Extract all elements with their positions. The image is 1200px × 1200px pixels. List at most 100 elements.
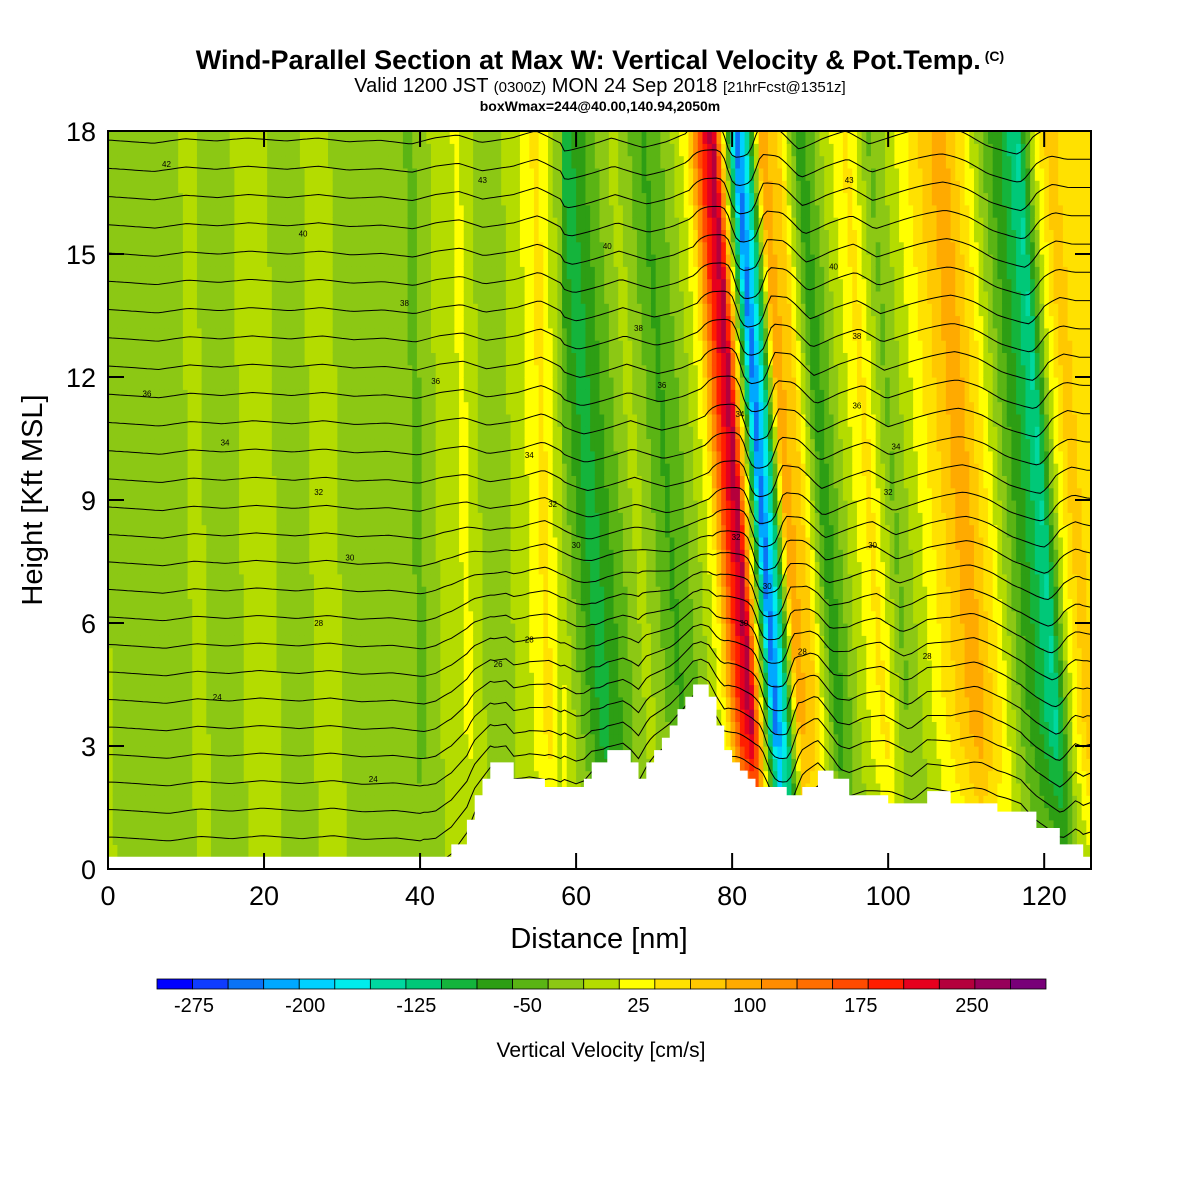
velocity-cell [323,635,329,649]
velocity-cell [445,819,451,833]
velocity-cell [313,524,320,538]
velocity-cell [370,377,376,390]
velocity-cell [430,229,437,243]
velocity-cell [342,635,348,649]
velocity-cell [482,426,488,440]
velocity-cell [351,770,357,784]
velocity-cell [374,782,381,796]
velocity-cell [182,475,189,489]
velocity-cell [136,463,142,476]
velocity-cell [388,278,395,292]
velocity-cell [304,733,310,747]
velocity-cell [309,463,315,476]
velocity-cell [220,426,226,440]
velocity-cell [459,290,465,304]
velocity-cell [117,241,123,255]
velocity-cell [145,536,151,550]
velocity-cell [262,303,268,317]
velocity-cell [145,549,151,563]
velocity-cell [276,241,282,255]
velocity-cell [356,819,362,833]
velocity-cell [262,586,268,599]
velocity-cell [257,610,264,624]
velocity-cell [299,278,306,292]
velocity-cell [402,155,409,169]
velocity-cell [168,167,175,181]
velocity-cell [150,450,156,464]
velocity-cell [239,586,245,599]
velocity-cell [281,487,287,501]
velocity-cell [154,463,161,476]
velocity-cell [356,463,362,476]
velocity-cell [374,500,381,513]
velocity-cell [388,167,395,181]
velocity-cell [407,672,413,686]
velocity-cell [416,290,423,304]
velocity-cell [318,500,324,513]
velocity-cell [122,303,128,317]
velocity-cell [201,573,207,587]
velocity-cell [332,721,338,735]
velocity-cell [295,413,301,427]
velocity-cell [388,327,395,341]
velocity-cell [487,229,493,243]
velocity-cell [473,647,479,661]
velocity-cell [337,746,343,759]
velocity-cell [370,819,376,833]
velocity-cell [168,561,175,575]
velocity-cell [253,807,259,821]
velocity-cell [178,672,184,686]
velocity-cell [108,389,114,403]
velocity-cell [131,586,137,599]
velocity-cell [206,364,212,378]
velocity-cell [309,598,315,612]
velocity-cell [290,241,296,255]
velocity-cell [210,672,217,686]
velocity-cell [435,278,441,292]
velocity-cell [332,623,338,636]
velocity-cell [299,647,306,661]
velocity-cell [281,672,287,686]
velocity-cell [360,561,367,575]
velocity-cell [426,352,432,366]
velocity-cell [459,143,465,157]
velocity-cell [164,229,170,243]
velocity-cell [164,770,170,784]
velocity-cell [463,684,470,698]
velocity-cell [370,401,376,415]
velocity-cell [182,647,189,661]
velocity-cell [248,549,254,563]
velocity-cell [477,377,484,390]
velocity-cell [487,401,493,415]
velocity-cell [168,487,175,501]
velocity-cell [393,598,399,612]
velocity-cell [248,598,254,612]
velocity-cell [122,610,128,624]
velocity-cell [225,733,231,747]
velocity-cell [182,413,189,427]
velocity-cell [267,635,273,649]
velocity-cell [262,696,268,710]
velocity-cell [117,266,123,280]
velocity-cell [262,610,268,624]
velocity-cell [328,795,334,809]
velocity-cell [491,352,498,366]
velocity-cell [215,327,221,341]
velocity-cell [421,573,427,587]
velocity-cell [360,586,367,599]
velocity-cell [356,635,362,649]
velocity-cell [234,352,240,366]
velocity-cell [356,413,362,427]
velocity-cell [122,413,128,427]
velocity-cell [225,819,231,833]
velocity-cell [491,561,498,575]
velocity-cell [164,204,170,218]
velocity-cell [468,340,474,353]
velocity-cell [421,180,427,194]
velocity-cell [140,512,147,526]
velocity-cell [145,807,151,821]
velocity-cell [154,290,161,304]
velocity-cell [239,696,245,710]
velocity-cell [313,475,320,489]
velocity-cell [477,426,484,440]
